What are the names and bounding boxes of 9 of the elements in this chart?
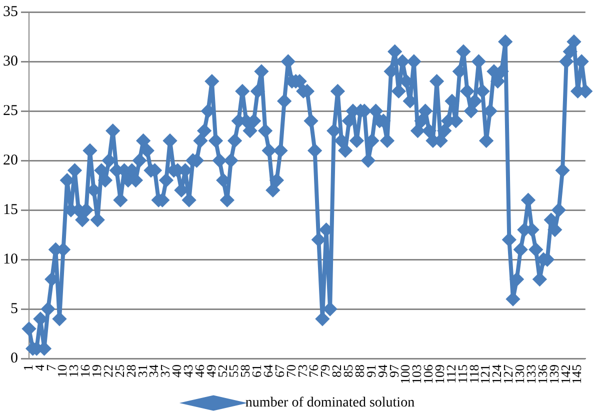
- y-tick-label: 0: [10, 350, 18, 366]
- y-tick-label: 35: [3, 4, 18, 20]
- y-tick-label: 15: [3, 202, 18, 218]
- y-tick-label: 5: [10, 300, 18, 317]
- y-tick-label: 25: [3, 102, 18, 119]
- y-tick-label: 20: [3, 152, 18, 168]
- y-tick-label: 30: [3, 53, 18, 70]
- legend-label: number of dominated solution: [245, 396, 415, 411]
- y-tick-label: 10: [3, 251, 18, 268]
